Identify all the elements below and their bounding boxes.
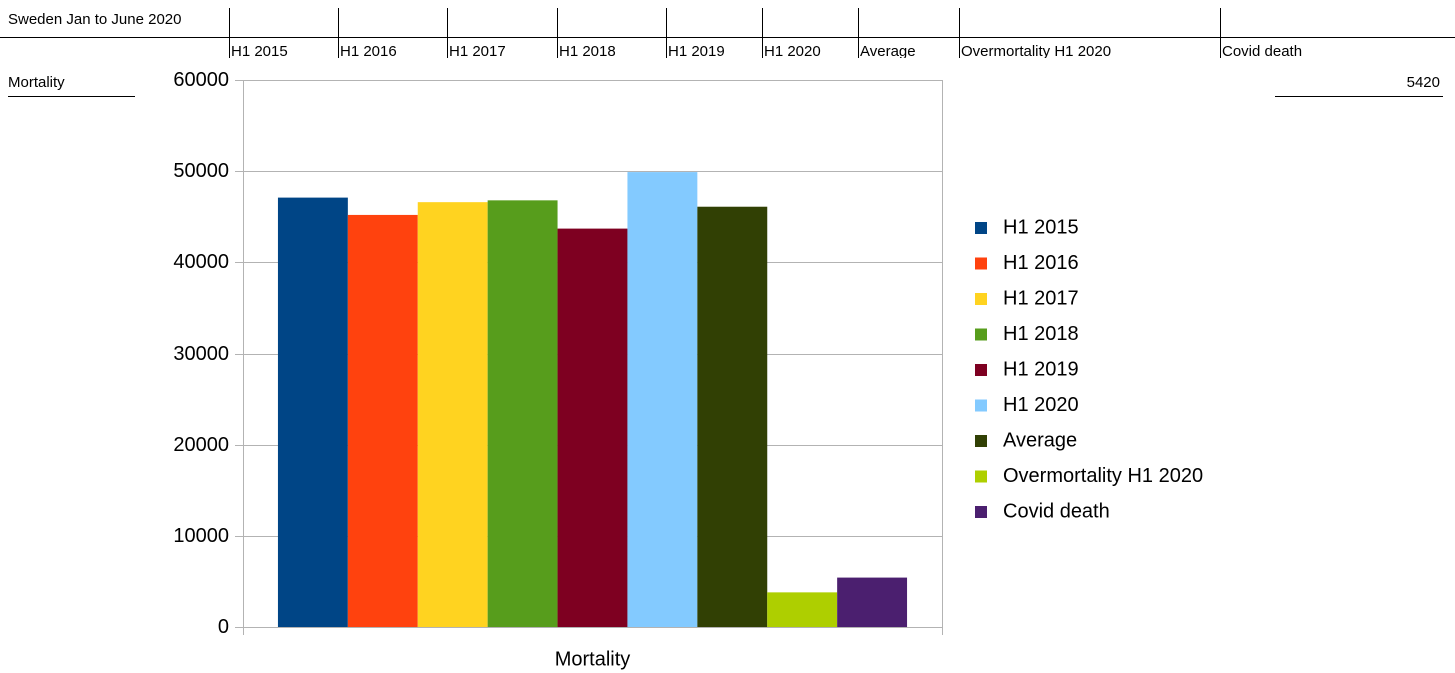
legend-label: H1 2019	[1003, 358, 1079, 380]
header-cell: H1 2017	[449, 43, 506, 60]
header-cell: H1 2016	[340, 43, 397, 60]
legend-swatch	[975, 470, 987, 483]
legend-swatch	[975, 506, 987, 518]
legend-label: Covid death	[1003, 500, 1110, 522]
y-tick-label: 60000	[173, 69, 229, 91]
y-tick-label: 0	[218, 616, 229, 638]
bar	[277, 197, 348, 628]
bar	[417, 202, 488, 627]
cell-value: 5420	[1407, 74, 1440, 91]
y-tick-label: 10000	[173, 525, 229, 547]
header-cell: Covid death	[1222, 43, 1302, 60]
header-cell: H1 2020	[764, 43, 821, 60]
legend-label: H1 2017	[1003, 287, 1079, 309]
legend-label: H1 2016	[1003, 252, 1079, 274]
legend-label: Average	[1003, 429, 1077, 451]
bar	[557, 228, 628, 627]
legend-swatch	[975, 399, 987, 412]
bar	[627, 172, 698, 627]
sheet-title: Sweden Jan to June 2020	[8, 11, 181, 28]
y-tick-label: 20000	[173, 434, 229, 456]
legend-label: H1 2020	[1003, 394, 1079, 416]
header-cell: Overmortality H1 2020	[961, 43, 1111, 60]
header-cell: Average	[860, 43, 916, 60]
legend-swatch	[975, 222, 987, 234]
header-row: H1 2015 H1 2016 H1 2017 H1 2018 H1 2019 H1 20…	[229, 8, 1302, 60]
y-tick-label: 50000	[173, 160, 229, 182]
chart: 0 10000 20000 30000 40000 50000 60000 Mortality…	[173, 69, 1203, 671]
header-cell: H1 2015	[231, 43, 288, 60]
header-cell: H1 2018	[559, 43, 616, 60]
legend-swatch	[975, 293, 987, 305]
legend-swatch	[975, 435, 987, 447]
row-label: Mortality	[8, 74, 65, 91]
bar	[697, 206, 768, 627]
legend-label: Overmortality H1 2020	[1003, 465, 1203, 487]
bar	[837, 577, 908, 627]
legend-swatch	[975, 257, 987, 270]
bar	[767, 592, 838, 627]
header-cell: H1 2019	[668, 43, 725, 60]
bar	[347, 214, 418, 627]
legend-swatch	[975, 328, 987, 341]
legend-label: H1 2018	[1003, 323, 1079, 345]
y-tick-label: 30000	[173, 343, 229, 365]
bar	[487, 200, 558, 627]
legend-swatch	[975, 364, 987, 376]
y-tick-label: 40000	[173, 251, 229, 273]
sheet-grid	[0, 37, 1455, 97]
x-tick-label: Mortality	[555, 648, 631, 670]
legend-label: H1 2015	[1003, 216, 1079, 238]
